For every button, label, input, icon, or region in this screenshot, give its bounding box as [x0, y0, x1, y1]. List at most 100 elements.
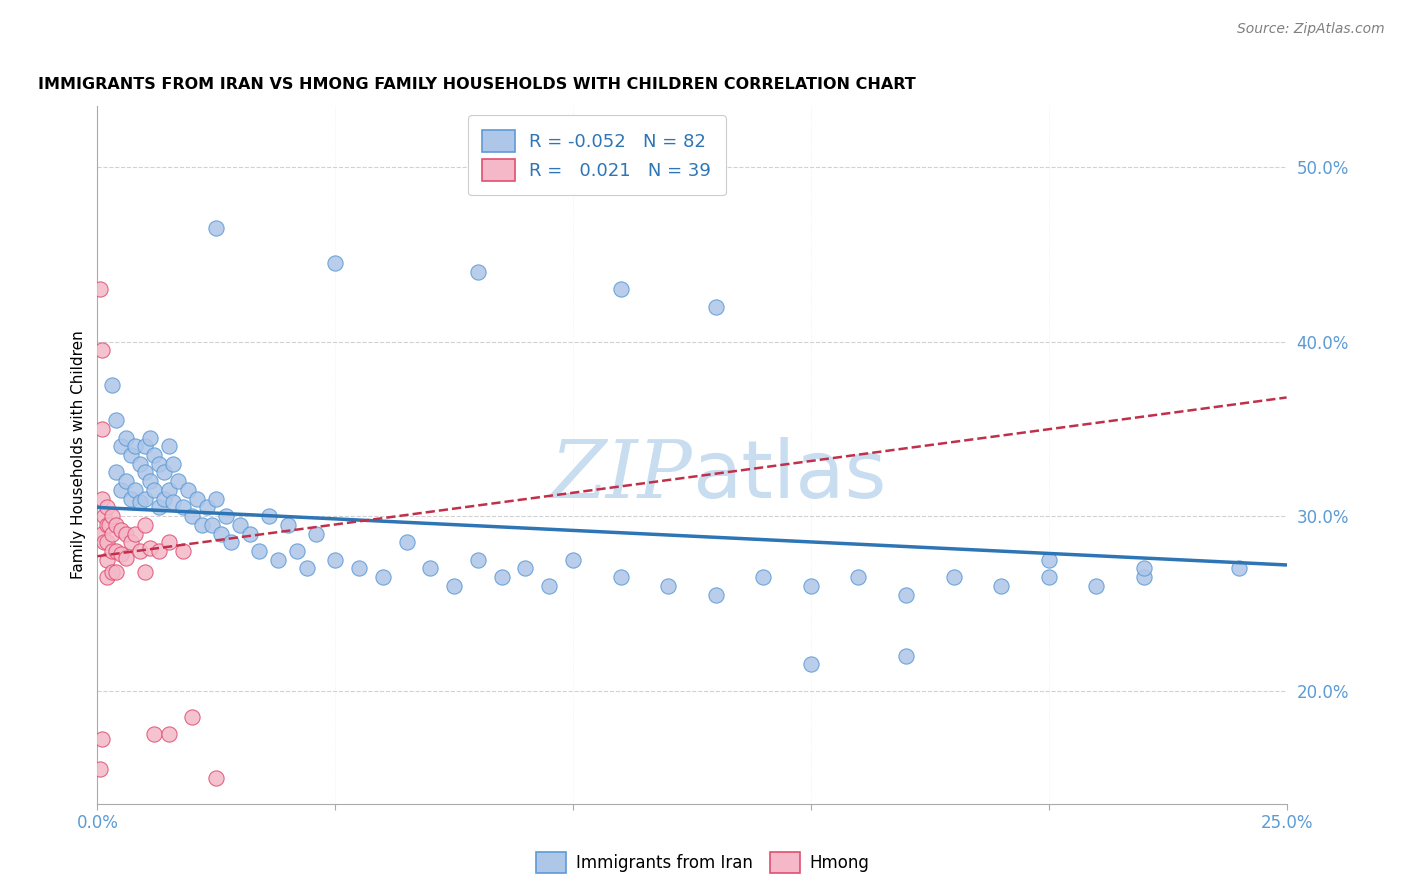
Point — [134, 439, 156, 453]
Point — [157, 727, 180, 741]
Point — [138, 541, 160, 555]
Point — [153, 491, 176, 506]
Point — [371, 570, 394, 584]
Text: atlas: atlas — [692, 437, 886, 515]
Point — [295, 561, 318, 575]
Point — [219, 535, 242, 549]
Point — [105, 413, 128, 427]
Point — [609, 570, 631, 584]
Point — [277, 517, 299, 532]
Point — [247, 544, 270, 558]
Point — [491, 570, 513, 584]
Point — [120, 448, 142, 462]
Point — [93, 509, 115, 524]
Point — [200, 517, 222, 532]
Point — [148, 544, 170, 558]
Point — [143, 483, 166, 497]
Point — [215, 509, 238, 524]
Point — [115, 526, 138, 541]
Point — [894, 588, 917, 602]
Point — [134, 466, 156, 480]
Point — [100, 526, 122, 541]
Point — [105, 565, 128, 579]
Point — [752, 570, 775, 584]
Point — [419, 561, 441, 575]
Point — [609, 282, 631, 296]
Point — [143, 727, 166, 741]
Point — [157, 483, 180, 497]
Text: IMMIGRANTS FROM IRAN VS HMONG FAMILY HOUSEHOLDS WITH CHILDREN CORRELATION CHART: IMMIGRANTS FROM IRAN VS HMONG FAMILY HOU… — [38, 78, 915, 93]
Point — [1038, 552, 1060, 566]
Point — [800, 579, 823, 593]
Point — [562, 552, 585, 566]
Point — [138, 474, 160, 488]
Point — [89, 282, 111, 296]
Point — [100, 544, 122, 558]
Point — [395, 535, 418, 549]
Point — [134, 565, 156, 579]
Point — [704, 300, 727, 314]
Point — [515, 561, 537, 575]
Point — [467, 265, 489, 279]
Point — [990, 579, 1012, 593]
Legend: Immigrants from Iran, Hmong: Immigrants from Iran, Hmong — [530, 846, 876, 880]
Text: Source: ZipAtlas.com: Source: ZipAtlas.com — [1237, 22, 1385, 37]
Point — [96, 552, 118, 566]
Point — [124, 526, 146, 541]
Point — [157, 535, 180, 549]
Point — [205, 771, 228, 785]
Point — [115, 551, 138, 566]
Point — [177, 483, 200, 497]
Point — [157, 439, 180, 453]
Point — [153, 466, 176, 480]
Point — [538, 579, 561, 593]
Point — [105, 466, 128, 480]
Point — [205, 491, 228, 506]
Point — [134, 517, 156, 532]
Point — [91, 491, 114, 506]
Point — [129, 457, 152, 471]
Point — [91, 732, 114, 747]
Y-axis label: Family Households with Children: Family Households with Children — [72, 331, 86, 580]
Point — [848, 570, 870, 584]
Point — [172, 500, 194, 515]
Point — [96, 500, 118, 515]
Point — [129, 495, 152, 509]
Point — [181, 509, 204, 524]
Point — [138, 431, 160, 445]
Point — [205, 221, 228, 235]
Point — [186, 491, 208, 506]
Point — [229, 517, 252, 532]
Point — [129, 544, 152, 558]
Point — [93, 535, 115, 549]
Point — [91, 422, 114, 436]
Point — [172, 544, 194, 558]
Point — [191, 517, 214, 532]
Point — [110, 548, 132, 562]
Point — [148, 457, 170, 471]
Point — [115, 474, 138, 488]
Point — [704, 588, 727, 602]
Point — [110, 439, 132, 453]
Point — [323, 256, 346, 270]
Point — [120, 491, 142, 506]
Point — [110, 483, 132, 497]
Point — [239, 526, 262, 541]
Text: ZIP: ZIP — [550, 437, 692, 515]
Point — [124, 483, 146, 497]
Point — [1038, 570, 1060, 584]
Point — [167, 474, 190, 488]
Point — [467, 552, 489, 566]
Point — [134, 491, 156, 506]
Point — [98, 517, 121, 532]
Point — [100, 509, 122, 524]
Point — [105, 517, 128, 532]
Point — [323, 552, 346, 566]
Point — [115, 431, 138, 445]
Point — [347, 561, 370, 575]
Point — [285, 544, 308, 558]
Point — [89, 762, 111, 776]
Point — [1227, 561, 1250, 575]
Point — [894, 648, 917, 663]
Point — [305, 526, 328, 541]
